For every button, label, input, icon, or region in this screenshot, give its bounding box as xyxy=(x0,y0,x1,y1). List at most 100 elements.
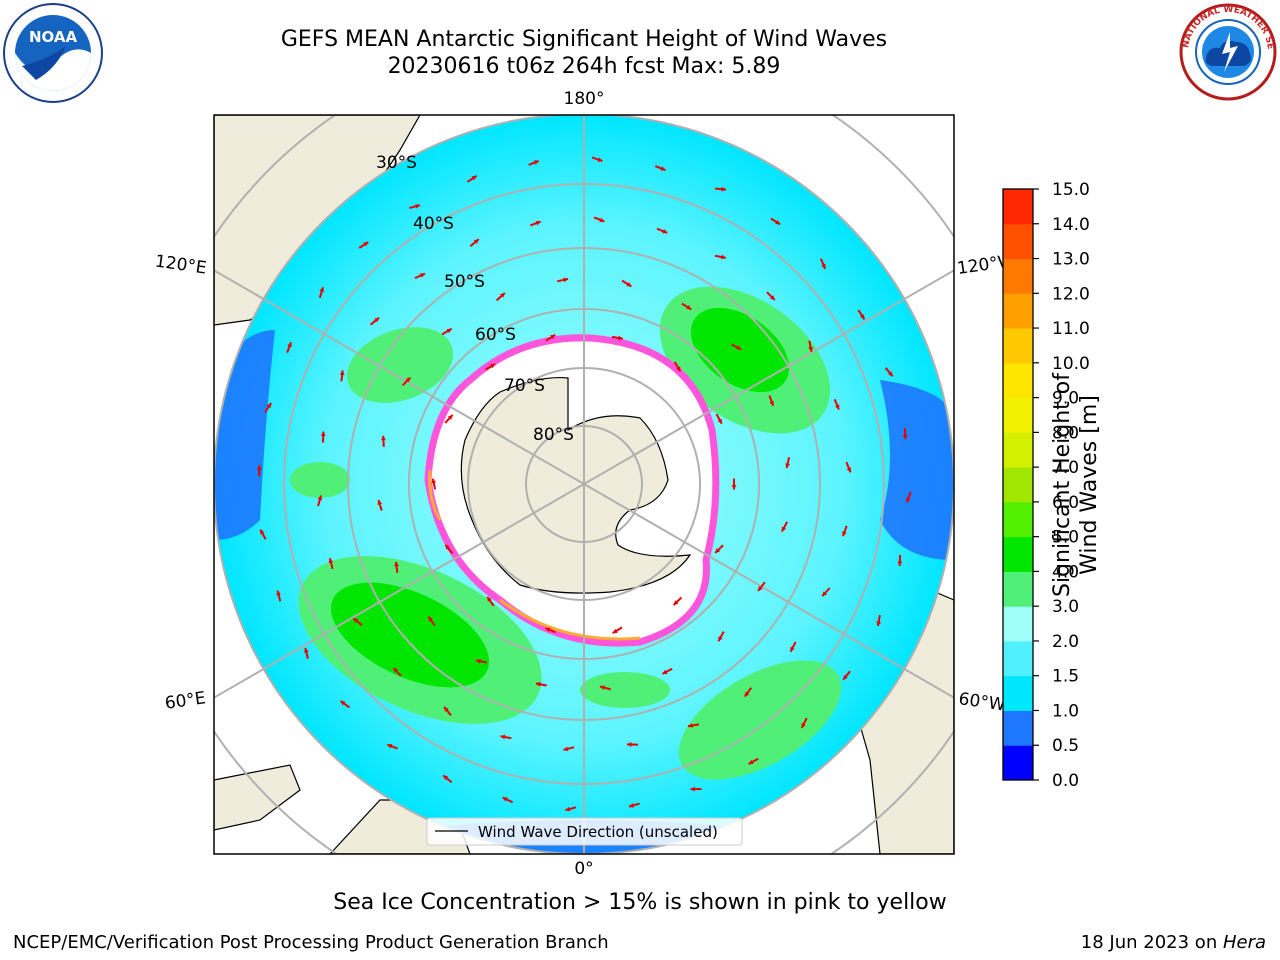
wind-wave-arrowhead xyxy=(660,166,666,171)
wind-wave-arrowhead xyxy=(387,743,393,749)
wind-wave-arrowhead xyxy=(822,591,827,597)
colorbar-segment xyxy=(1003,362,1033,399)
wind-wave-arrowhead xyxy=(662,228,668,234)
wind-wave-arrowhead xyxy=(887,371,893,377)
wind-wave-arrowhead xyxy=(769,295,775,300)
wind-wave-arrowhead xyxy=(801,722,806,728)
colorbar-segment xyxy=(1003,258,1033,294)
wind-wave-arrowhead xyxy=(266,403,272,408)
colorbar-tick-label: 7.0 xyxy=(1052,458,1079,478)
wind-wave-arrowhead xyxy=(676,366,681,372)
wind-wave-arrowhead xyxy=(545,627,551,633)
colorbar-tick-label: 5.0 xyxy=(1052,528,1079,548)
colorbar-segment xyxy=(1003,397,1033,433)
wind-wave-arrowhead xyxy=(834,404,840,410)
nws-logo: NATIONAL WEATHER SERVICE xyxy=(1178,2,1277,101)
lat-label-80s: 80°S xyxy=(533,425,574,445)
colorbar-tick-label: 12.0 xyxy=(1052,284,1090,304)
colorbar-tick-label: 6.0 xyxy=(1052,493,1079,513)
colorbar-segment xyxy=(1003,501,1033,538)
map-legend: Wind Wave Direction (unscaled) xyxy=(426,817,743,846)
wind-wave-arrowhead xyxy=(363,241,369,247)
wind-wave-arrowhead xyxy=(673,600,679,606)
wind-wave-arrowhead xyxy=(597,157,603,162)
wind-wave-arrowhead xyxy=(758,585,763,591)
colorbar-segment xyxy=(1003,328,1033,364)
wind-wave-arrowhead xyxy=(319,287,325,293)
wind-wave-arrowhead xyxy=(320,431,326,436)
wind-wave-arrowhead xyxy=(565,806,571,812)
wind-wave-arrowhead xyxy=(374,317,380,323)
wind-wave-arrowhead xyxy=(444,706,449,712)
wind-wave-arrowhead xyxy=(686,305,692,310)
wind-wave-arrowhead xyxy=(721,254,726,260)
chart-subtitle: 20230616 t06z 264h fcst Max: 5.89 xyxy=(387,54,781,79)
wind-wave-arrowhead xyxy=(535,220,541,226)
wind-wave-arrowhead xyxy=(393,667,399,673)
wind-wave-arrowhead xyxy=(785,463,790,469)
wind-wave-arrowhead xyxy=(353,618,359,623)
colorbar-tick-label: 8.0 xyxy=(1052,423,1079,443)
wind-wave-arrowhead xyxy=(612,628,618,634)
colorbar-tick-label: 1.5 xyxy=(1052,667,1079,687)
wind-wave-arrowhead xyxy=(377,500,383,505)
wind-wave-arrowhead xyxy=(445,544,450,550)
chart-title: GEFS MEAN Antarctic Significant Height o… xyxy=(280,27,888,52)
colorbar-tick-label: 0.0 xyxy=(1052,771,1079,791)
wind-wave-arrowhead xyxy=(415,204,420,209)
wind-wave-arrowhead xyxy=(473,239,479,244)
wind-wave-arrowhead xyxy=(405,377,411,383)
colorbar-tick-label: 11.0 xyxy=(1052,319,1090,339)
footer-date: 18 Jun 2023 on xyxy=(1080,932,1223,953)
wind-wave-arrowhead xyxy=(876,621,882,626)
colorbar-title: Significant Height of Wind Waves [m] xyxy=(1050,372,1102,598)
wind-wave-arrowhead xyxy=(769,400,774,406)
wind-wave-arrowhead xyxy=(842,531,847,537)
wind-wave-arrowhead xyxy=(821,263,826,269)
wind-wave-arrowhead xyxy=(317,495,323,501)
wind-wave-arrowhead xyxy=(790,646,795,652)
wind-wave-arrowhead xyxy=(662,669,668,674)
wind-wave-arrowhead xyxy=(846,467,852,473)
wind-wave-arrowhead xyxy=(599,217,605,223)
colorbar-frame xyxy=(1002,188,1034,781)
wind-wave-arrowhead xyxy=(902,434,908,440)
wind-wave-arrows xyxy=(256,156,912,812)
wind-wave-arrowhead xyxy=(471,175,477,181)
wind-wave-arrowhead xyxy=(859,314,865,320)
wind-wave-arrowhead xyxy=(718,636,723,642)
colorbar-tick-label: 9.0 xyxy=(1052,389,1079,409)
wind-wave-arrowhead xyxy=(287,342,292,348)
wind-wave-arrowhead xyxy=(744,691,750,697)
colorbar-segment xyxy=(1003,571,1033,607)
lon-label-120e: 120°E xyxy=(154,252,208,279)
wind-wave-arrowhead xyxy=(808,346,813,352)
map-frame xyxy=(213,114,955,855)
wind-wave-arrowhead xyxy=(304,647,309,653)
colorbar-segment xyxy=(1003,432,1033,468)
wind-wave-arrowhead xyxy=(443,775,449,781)
wind-wave-arrowhead xyxy=(487,596,492,602)
colorbar-tick-label: 3.0 xyxy=(1052,597,1079,617)
colorbar-tick-label: 0.5 xyxy=(1052,736,1079,756)
wind-wave-arrowhead xyxy=(627,742,632,747)
lat-label-50s: 50°S xyxy=(444,272,485,292)
colorbar xyxy=(1003,189,1033,781)
wind-wave-arrowhead xyxy=(260,529,265,535)
wind-wave-arrowhead xyxy=(446,328,452,334)
wind-wave-arrowhead xyxy=(843,674,848,680)
wind-wave-arrowhead xyxy=(736,345,742,350)
wind-wave-arrowhead xyxy=(428,616,433,622)
colorbar-tick-label: 4.0 xyxy=(1052,562,1079,582)
lon-label-60e: 60°E xyxy=(164,688,207,713)
colorbar-segment xyxy=(1003,293,1033,329)
lon-label-0: 0° xyxy=(574,859,593,879)
noaa-logo-text: NOAA xyxy=(29,28,78,46)
wind-wave-arrowhead xyxy=(563,746,569,752)
wind-wave-arrowhead xyxy=(599,685,605,690)
colorbar-tick-label: 13.0 xyxy=(1052,250,1090,270)
footer-credit: NCEP/EMC/Verification Post Processing Pr… xyxy=(13,932,609,953)
wind-wave-arrowhead xyxy=(690,786,695,792)
legend-label: Wind Wave Direction (unscaled) xyxy=(478,823,718,841)
colorbar-ticks: 0.0 0.5 1.0 1.5 2.0 3.0 4.0 5.0 6.0 7.0 8.0 9.0 10.0… xyxy=(1033,180,1090,791)
